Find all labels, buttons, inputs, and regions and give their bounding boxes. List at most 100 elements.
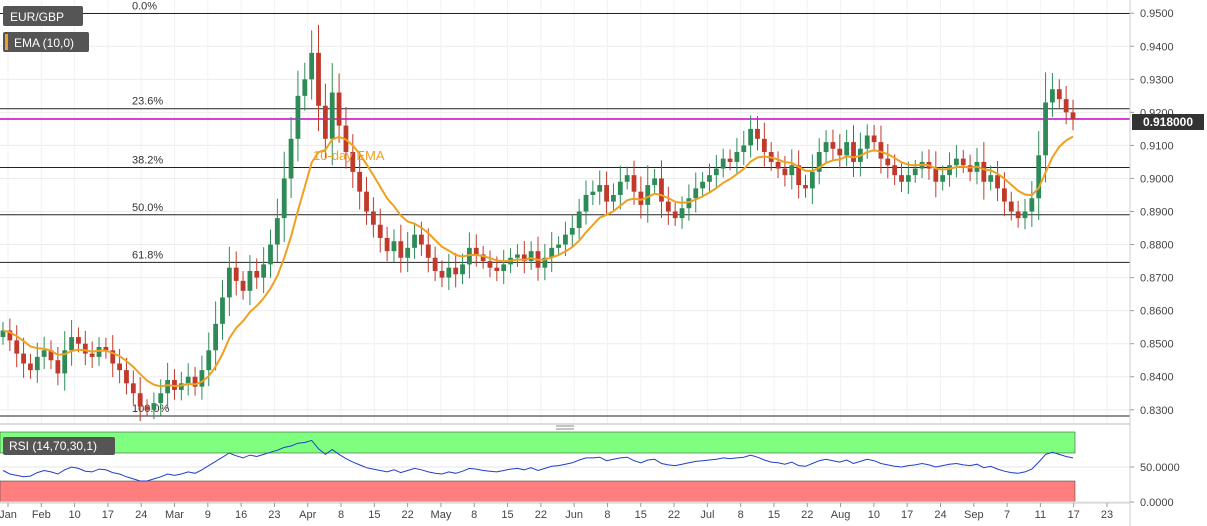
time-tick-label: 15 [768, 509, 780, 521]
time-tick-label: 8 [738, 509, 744, 521]
candle-body [110, 350, 116, 364]
rsi-tick-label: 50.0000 [1140, 462, 1180, 474]
candle-body [988, 175, 994, 182]
ema-line [2, 135, 1074, 388]
candle-body [151, 403, 157, 410]
candle-body [281, 178, 287, 219]
candle-body [480, 254, 486, 262]
time-tick-label: Jan [0, 509, 17, 521]
price-tick-label: 0.8900 [1140, 207, 1174, 219]
candle-body [912, 168, 918, 176]
symbol-legend: EUR/GBP [10, 10, 64, 24]
candle-body [851, 142, 856, 162]
fib-level-label: 23.6% [132, 96, 163, 108]
ema-legend-box[interactable] [3, 32, 89, 52]
time-tick-label: 8 [471, 509, 477, 521]
candle-body [130, 383, 136, 394]
candle-body [720, 158, 726, 169]
candle-body [576, 211, 582, 229]
candle-body [398, 241, 404, 258]
candle-body [803, 185, 808, 189]
time-tick-label: 9 [205, 509, 211, 521]
candle-body [1070, 112, 1076, 119]
price-tick-label: 0.9000 [1140, 173, 1174, 185]
candle-body [226, 267, 232, 298]
time-tick-label: 23 [1101, 509, 1113, 521]
price-tick-label: 0.8300 [1140, 405, 1174, 417]
candle-body [844, 142, 850, 156]
candle-body [727, 158, 733, 162]
candle-body [995, 175, 1000, 189]
candle-body [220, 297, 225, 324]
fibonacci-levels: 0.0% 23.6% 38.2% 50.0% 61.8% 100.0% [0, 1, 1130, 417]
panel-resize-handle[interactable] [556, 425, 574, 430]
candle-body [377, 224, 383, 238]
candle-body [1056, 89, 1062, 100]
candle-body [391, 241, 397, 252]
candle-body [700, 181, 706, 189]
candle-body [124, 370, 129, 384]
candle-body [316, 52, 321, 106]
candle-body [597, 185, 603, 192]
candle-body [453, 267, 459, 275]
price-tick-label: 0.9100 [1140, 140, 1174, 152]
time-tick-label: 15 [501, 509, 513, 521]
ema-legend-swatch [5, 34, 8, 50]
candle-body [302, 79, 308, 96]
time-tick-label: Mar [165, 509, 184, 521]
time-tick-label: 17 [1068, 509, 1080, 521]
candle-body [158, 393, 164, 404]
fib-level-label: 50.0% [132, 202, 163, 214]
candle-body [515, 254, 520, 258]
candle-body [741, 145, 747, 153]
candle-body [185, 376, 191, 384]
candle-body [878, 142, 884, 159]
time-tick-label: 22 [801, 509, 813, 521]
candle-body [652, 178, 658, 186]
rsi-legend-box[interactable] [3, 437, 115, 455]
candle-body [425, 244, 431, 258]
candle-body [473, 247, 479, 255]
candle-body [467, 247, 472, 265]
candle-body [117, 363, 123, 371]
candle-body [254, 270, 260, 278]
time-tick-label: 22 [402, 509, 414, 521]
candle-body [981, 161, 987, 182]
candle-body [384, 237, 390, 252]
candle-body [144, 406, 150, 410]
symbol-legend-box[interactable] [3, 6, 83, 26]
candle-body [165, 380, 171, 394]
time-tick-label: Jul [700, 509, 714, 521]
candle-body [864, 135, 870, 149]
candle-body [7, 330, 13, 341]
time-tick-label: 16 [235, 509, 247, 521]
time-axis: Jan Feb 10 17 24 Mar 9 16 23 Apr 8 15 22 May 8 15 22 Jun 8… [0, 503, 1113, 521]
time-tick-label: 22 [668, 509, 680, 521]
candle-body [521, 254, 527, 262]
candle-body [21, 353, 26, 364]
candle-body [871, 135, 877, 143]
candle-body [624, 175, 630, 182]
candle-body [14, 340, 20, 354]
candle-body [1036, 155, 1042, 199]
candle-body [645, 185, 651, 205]
candle-body [775, 161, 781, 169]
candle-body [1043, 102, 1048, 156]
candle-body [48, 350, 54, 361]
price-tick-label: 0.9400 [1140, 41, 1174, 53]
candle-body [405, 247, 411, 258]
candle-body [69, 337, 74, 351]
candle-body [837, 148, 843, 156]
rsi-line [2, 439, 1074, 482]
candle-body [350, 152, 356, 172]
candle-body [590, 191, 596, 195]
time-tick-label: 23 [268, 509, 280, 521]
time-tick-label: 15 [635, 509, 647, 521]
current-price-tag [1132, 114, 1204, 130]
candle-body [1008, 201, 1014, 212]
candle-body [206, 350, 212, 371]
time-tick-label: 24 [135, 509, 147, 521]
candle-body [247, 270, 253, 291]
time-tick-label: 10 [68, 509, 80, 521]
current-price-label: 0.918000 [1143, 115, 1193, 129]
